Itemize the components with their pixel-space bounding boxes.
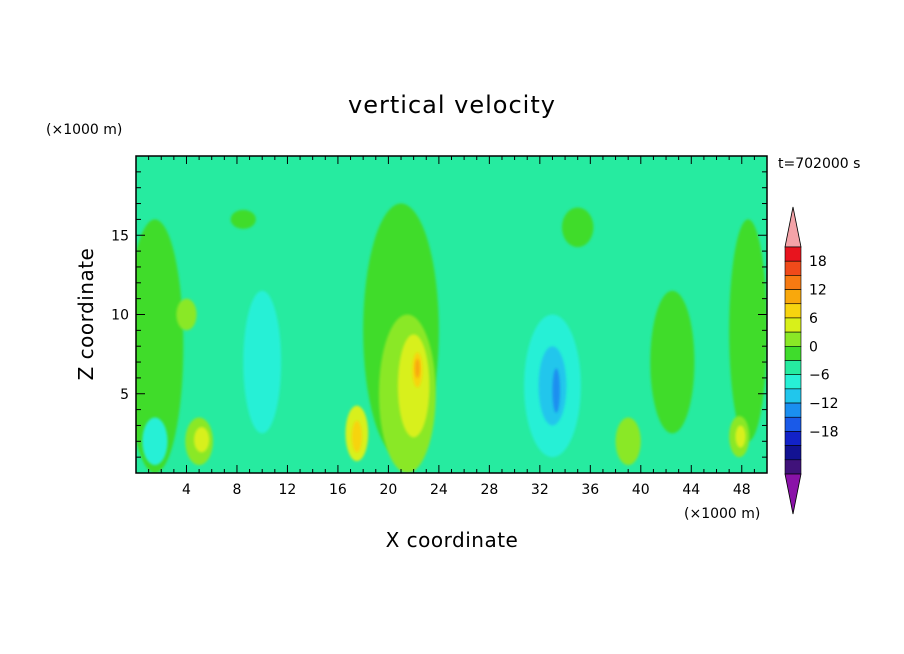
- x-tick-label: 4: [182, 482, 191, 498]
- contour-feature: [561, 207, 594, 248]
- colorbar-segment: [784, 416, 802, 432]
- colorbar-segment: [784, 303, 802, 319]
- colorbar-segment: [784, 331, 802, 347]
- x-ticks: 4 8 12 16 20 24 28 32 36 40 44 48: [148, 156, 755, 498]
- colorbar-segment: [784, 374, 802, 390]
- colorbar-segment: [784, 402, 802, 418]
- time-label: t=702000 s: [778, 156, 860, 172]
- x-tick-label: 16: [329, 482, 347, 498]
- x-tick-label: 20: [379, 482, 397, 498]
- x-tick-label: 24: [430, 482, 448, 498]
- contour-feature: [243, 290, 282, 434]
- colorbar-tick-label: −18: [809, 424, 839, 440]
- x-tick-label: 28: [480, 482, 498, 498]
- colorbar-extend-top: [784, 206, 802, 248]
- contour-feature: [650, 290, 695, 434]
- x-tick-label: 32: [531, 482, 549, 498]
- contour-feature: [552, 368, 561, 413]
- colorbar-segment: [784, 360, 802, 375]
- colorbar-segment: [784, 317, 802, 333]
- contour-feature: [351, 420, 362, 453]
- contour-feature: [194, 427, 210, 453]
- contour-features: [136, 203, 767, 473]
- colorbar-segment: [784, 445, 802, 461]
- colorbar-segment: [784, 275, 802, 290]
- y-tick-label: 15: [111, 228, 129, 244]
- y-tick-label: 5: [120, 387, 129, 403]
- y-axis-label: Z coordinate: [74, 248, 98, 381]
- contour-feature: [397, 334, 430, 438]
- colorbar-tick-label: −12: [809, 396, 839, 412]
- contour-feature: [735, 425, 746, 448]
- colorbar-segment: [784, 431, 802, 446]
- contour-feature: [230, 209, 256, 229]
- contour-feature: [538, 346, 567, 426]
- x-tick-label: 8: [232, 482, 241, 498]
- contour-feature: [729, 219, 767, 442]
- colorbar-tick-label: −6: [809, 368, 830, 384]
- colorbar-tick-label: 0: [809, 339, 818, 355]
- x-tick-label: 40: [632, 482, 650, 498]
- colorbar-segment: [784, 346, 802, 361]
- contour-feature: [136, 219, 184, 473]
- x-tick-label: 36: [581, 482, 599, 498]
- colorbar-segment: [784, 260, 802, 276]
- colorbar-segment: [784, 246, 802, 262]
- colorbar-segment: [784, 388, 802, 404]
- colorbar-tick-label: 18: [809, 254, 827, 270]
- colorbar-extend-bottom: [784, 473, 802, 515]
- x-unit-label: (×1000 m): [684, 506, 760, 522]
- contour-feature: [142, 417, 168, 466]
- contour-feature: [615, 417, 641, 466]
- y-ticks: 5 10 15: [111, 171, 767, 458]
- x-tick-label: 44: [682, 482, 700, 498]
- colorbar: 18 12 6 0 −6 −12 −18: [784, 206, 839, 515]
- colorbar-tick-label: 12: [809, 283, 827, 299]
- x-tick-label: 12: [279, 482, 297, 498]
- y-tick-label: 10: [111, 308, 129, 324]
- chart-title: vertical velocity: [348, 91, 556, 119]
- colorbar-segment: [784, 459, 802, 475]
- contour-feature: [414, 358, 420, 378]
- y-unit-label: (×1000 m): [46, 122, 122, 138]
- x-tick-label: 48: [733, 482, 751, 498]
- colorbar-segment: [784, 289, 802, 305]
- colorbar-tick-label: 6: [809, 311, 818, 327]
- contour-feature: [176, 298, 197, 331]
- x-axis-label: X coordinate: [386, 528, 519, 552]
